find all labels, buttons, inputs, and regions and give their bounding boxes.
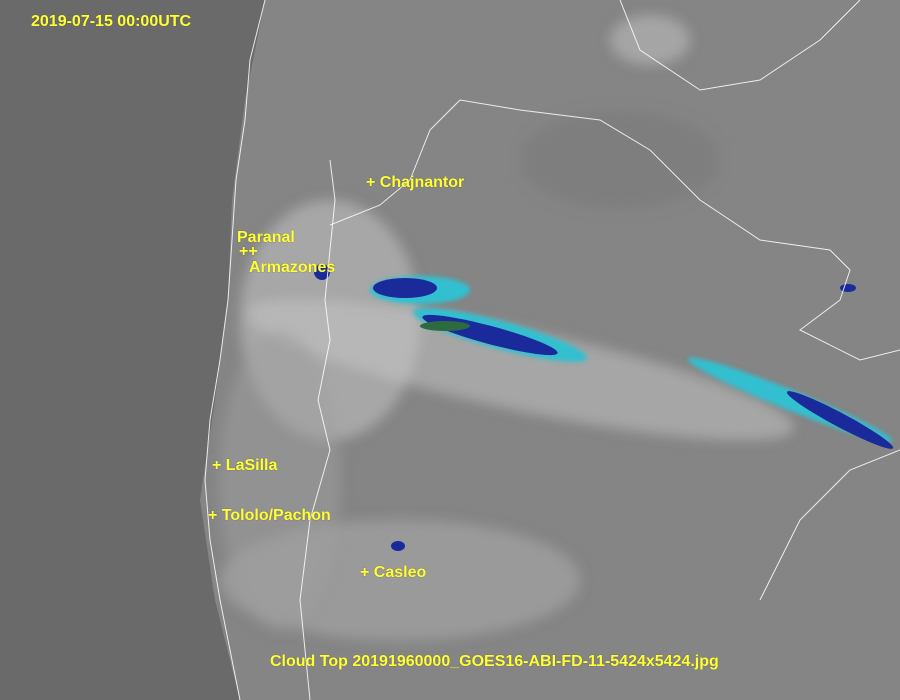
site-label-lasilla: + LaSilla	[212, 457, 278, 474]
borders	[204, 0, 900, 700]
timestamp-label: 2019-07-15 00:00UTC	[31, 13, 192, 30]
site-label-chajnantor: + Chajnantor	[366, 174, 465, 191]
cloud-haze	[220, 15, 795, 640]
image-caption: Cloud Top 20191960000_GOES16-ABI-FD-11-5…	[270, 653, 719, 670]
site-label-tololo-pachon: + Tololo/Pachon	[208, 507, 331, 524]
site-label-armazones: Armazones	[249, 259, 336, 276]
site-marker-paranal-armazones: ++	[239, 243, 258, 260]
cold-cloud-tops	[314, 264, 894, 551]
site-label-paranal: Paranal	[237, 229, 295, 246]
site-label-casleo: + Casleo	[360, 564, 427, 581]
